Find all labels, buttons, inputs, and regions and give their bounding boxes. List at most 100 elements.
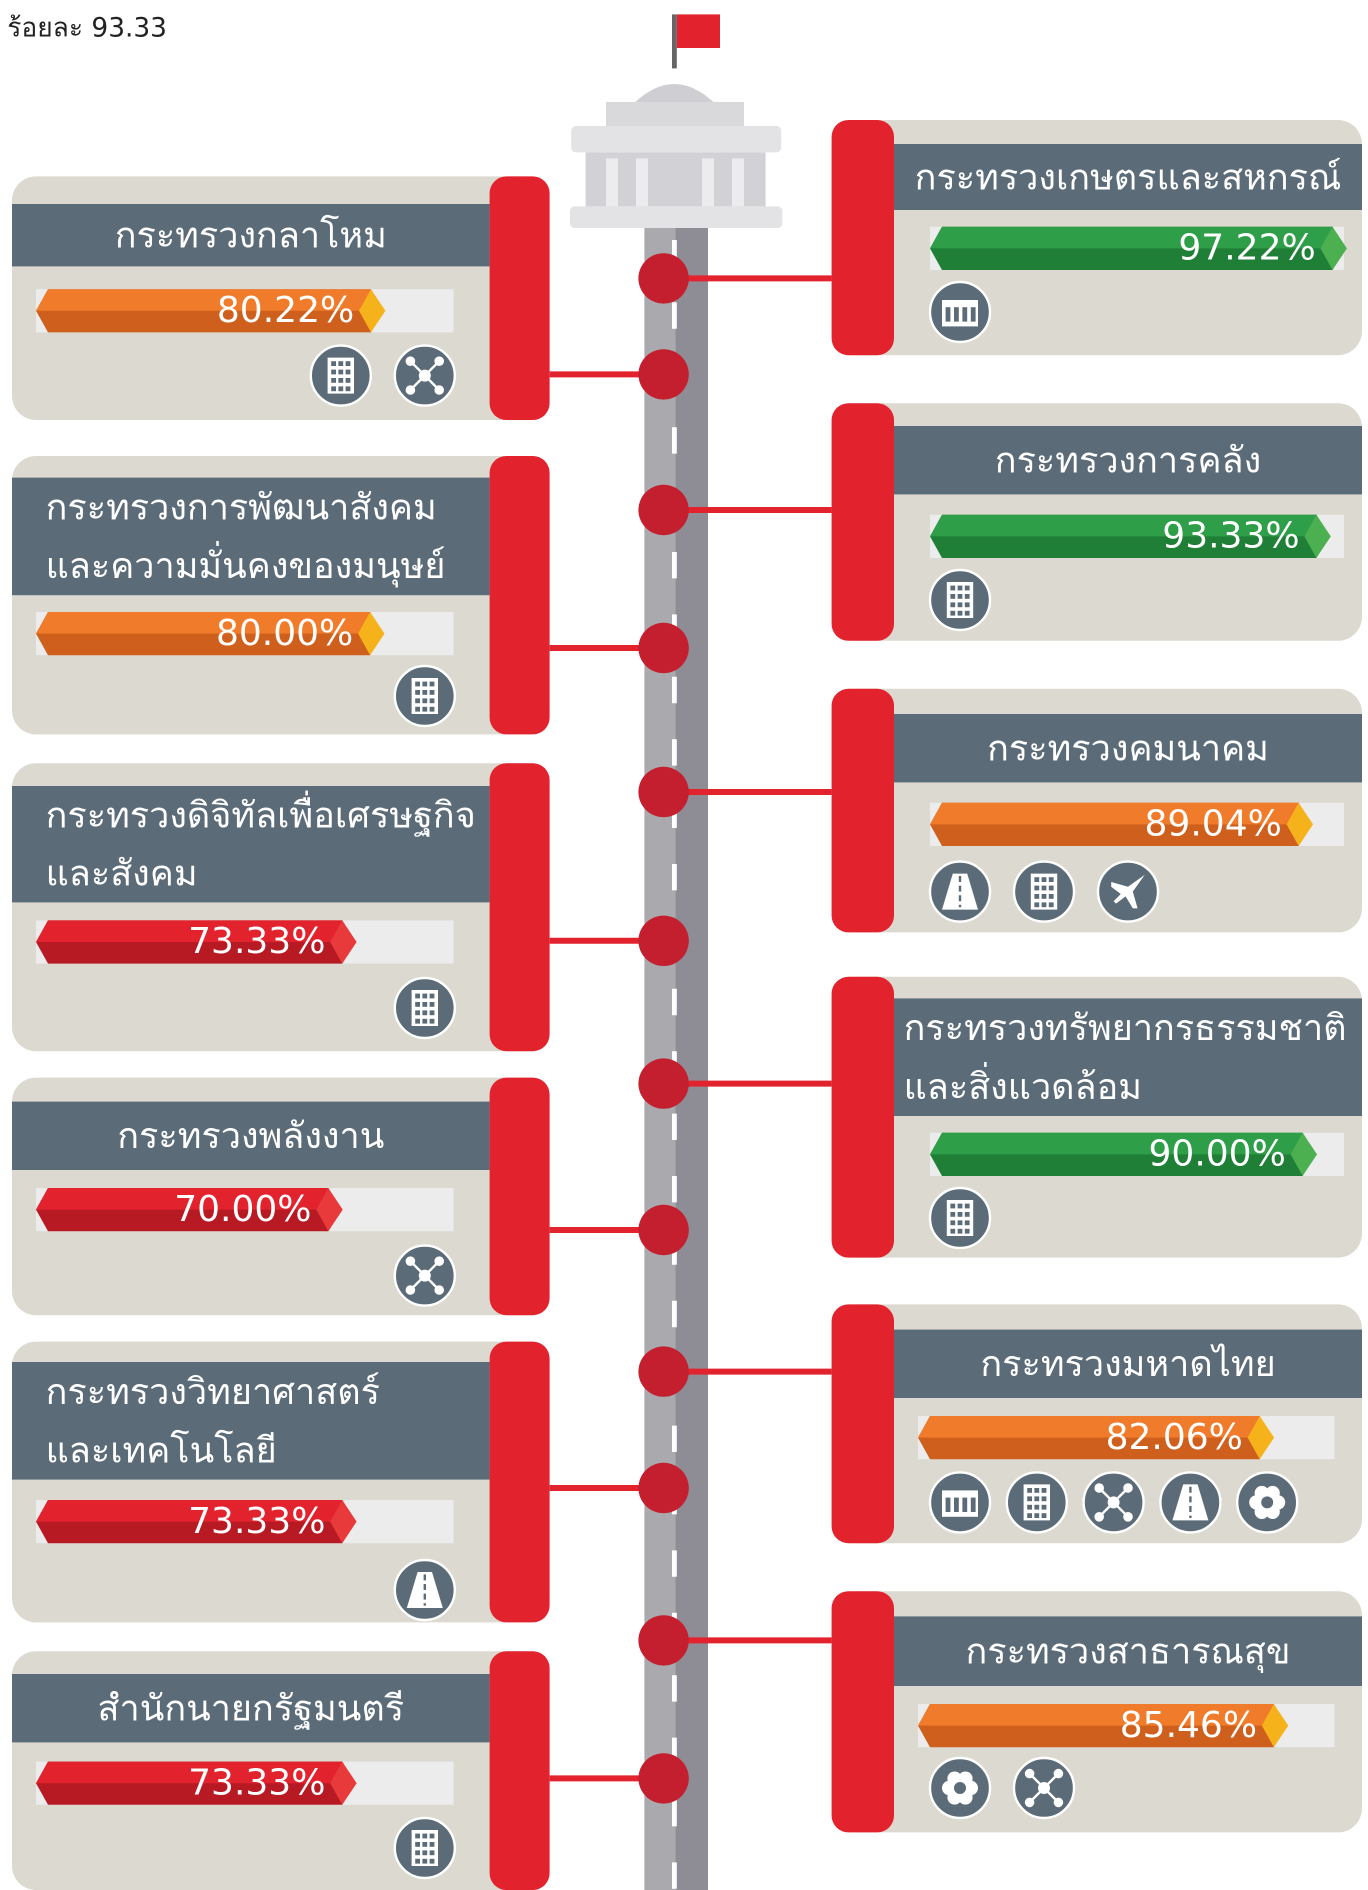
building: [570, 14, 782, 228]
icon-glyph: [958, 1204, 963, 1209]
icon-glyph: [965, 602, 970, 607]
ministry-card: กระทรวงวิทยาศาสตร์และเทคโนโลยี73.33%: [12, 1342, 689, 1623]
icon-glyph: [422, 1850, 427, 1855]
connector-dot: [638, 623, 688, 673]
icon: [1237, 1472, 1297, 1532]
icon-glyph: [1094, 1512, 1104, 1522]
icon-glyph: [965, 586, 970, 591]
icon-glyph: [1049, 894, 1054, 899]
icon: [395, 666, 455, 726]
icon-glyph: [331, 370, 336, 375]
icon-glyph: [406, 1256, 416, 1266]
value-label: 85.46%: [1120, 1705, 1257, 1746]
icon-glyph: [415, 698, 420, 703]
icon-glyph: [950, 1229, 955, 1234]
icon: [1014, 1758, 1074, 1818]
ministry-name: กระทรวงดิจิทัลเพื่อเศรษฐกิจ: [46, 791, 476, 838]
ministry-name: กระทรวงการพัฒนาสังคม: [46, 487, 437, 528]
icon: [395, 1818, 455, 1878]
icon-glyph: [430, 698, 435, 703]
icon-glyph: [1038, 1782, 1050, 1794]
value-label: 89.04%: [1145, 804, 1282, 845]
icon-glyph: [434, 1256, 444, 1266]
icon-glyph: [346, 361, 351, 366]
icon-glyph: [415, 994, 420, 999]
value-label: 93.33%: [1162, 516, 1299, 557]
icon-glyph: [1042, 1496, 1047, 1501]
ministry-name: กระทรวงการคลัง: [995, 441, 1261, 482]
icon-glyph: [331, 378, 336, 383]
icon-glyph: [1042, 1488, 1047, 1493]
icon-glyph: [1034, 902, 1039, 907]
icon-glyph: [346, 378, 351, 383]
icon: [930, 282, 990, 342]
card-tab: [832, 977, 894, 1258]
icon-glyph: [346, 386, 351, 391]
icon-glyph: [406, 385, 416, 395]
icon-glyph: [415, 1002, 420, 1007]
icon: [395, 1560, 455, 1620]
icon: [930, 862, 990, 922]
icon-glyph: [415, 1842, 420, 1847]
ministry-name: กระทรวงทรัพยากรธรรมชาติ: [904, 1008, 1347, 1049]
icon-glyph: [422, 690, 427, 695]
icon: [1160, 1472, 1220, 1532]
connector-dot: [638, 1463, 688, 1513]
icon-glyph: [958, 594, 963, 599]
icon-glyph: [958, 611, 963, 616]
ministry-name: และความมั่นคงของมนุษย์: [46, 541, 446, 588]
card-tab: [490, 763, 550, 1051]
icon-glyph: [430, 707, 435, 712]
icon-glyph: [962, 1498, 967, 1512]
icon-glyph: [958, 602, 963, 607]
icon-glyph: [965, 1229, 970, 1234]
icon-glyph: [1054, 1769, 1064, 1779]
icon: [930, 1188, 990, 1248]
icon-glyph: [406, 1285, 416, 1295]
icon-glyph: [1042, 894, 1047, 899]
ministry-card: สำนักนายกรัฐมนตรี73.33%: [12, 1651, 689, 1890]
icon-glyph: [430, 1010, 435, 1015]
connector-dot: [638, 1205, 688, 1255]
icon-glyph: [434, 356, 444, 366]
value-label: 73.33%: [188, 921, 325, 962]
icon-glyph: [1094, 1483, 1104, 1493]
infographic: ร้อยละ 93.33 กระทรวงกลาโหม80.22%กระทรวงก…: [0, 0, 1368, 1890]
ministry-name: กระทรวงพลังงาน: [117, 1116, 384, 1157]
icon-glyph: [962, 307, 967, 321]
connector-dot: [638, 485, 688, 535]
icon-glyph: [958, 586, 963, 591]
ministry-name: และเทคโนโลยี: [46, 1430, 277, 1472]
ministry-card: กระทรวงพลังงาน70.00%: [12, 1078, 689, 1316]
value-label: 97.22%: [1178, 228, 1315, 269]
icon-glyph: [965, 594, 970, 599]
connector-dot: [638, 1615, 688, 1665]
icon-glyph: [415, 1019, 420, 1024]
icon-glyph: [1108, 1496, 1120, 1508]
card-tab: [490, 1078, 550, 1316]
icon: [1084, 1472, 1144, 1532]
ministry-name: กระทรวงสาธารณสุข: [965, 1632, 1290, 1674]
header-note: ร้อยละ 93.33: [7, 12, 167, 43]
icon: [930, 1472, 990, 1532]
icon: [311, 346, 371, 406]
icon-glyph: [1027, 1513, 1032, 1518]
icon-glyph: [338, 370, 343, 375]
icon-glyph: [338, 361, 343, 366]
ministry-name: กระทรวงคมนาคม: [987, 729, 1269, 770]
icon-glyph: [415, 1010, 420, 1015]
icon-glyph: [950, 1212, 955, 1217]
icon-glyph: [1034, 894, 1039, 899]
icon-glyph: [415, 1859, 420, 1864]
icon-glyph: [1034, 1513, 1039, 1518]
icon-glyph: [430, 1842, 435, 1847]
icon-glyph: [1034, 1488, 1039, 1493]
icon-glyph: [950, 611, 955, 616]
ministry-name: กระทรวงกลาโหม: [115, 215, 387, 257]
icon-glyph: [338, 386, 343, 391]
value-label: 90.00%: [1149, 1134, 1286, 1175]
icon-glyph: [430, 1859, 435, 1864]
icon-glyph: [946, 307, 951, 321]
icon-glyph: [415, 690, 420, 695]
card-tab: [490, 456, 550, 734]
